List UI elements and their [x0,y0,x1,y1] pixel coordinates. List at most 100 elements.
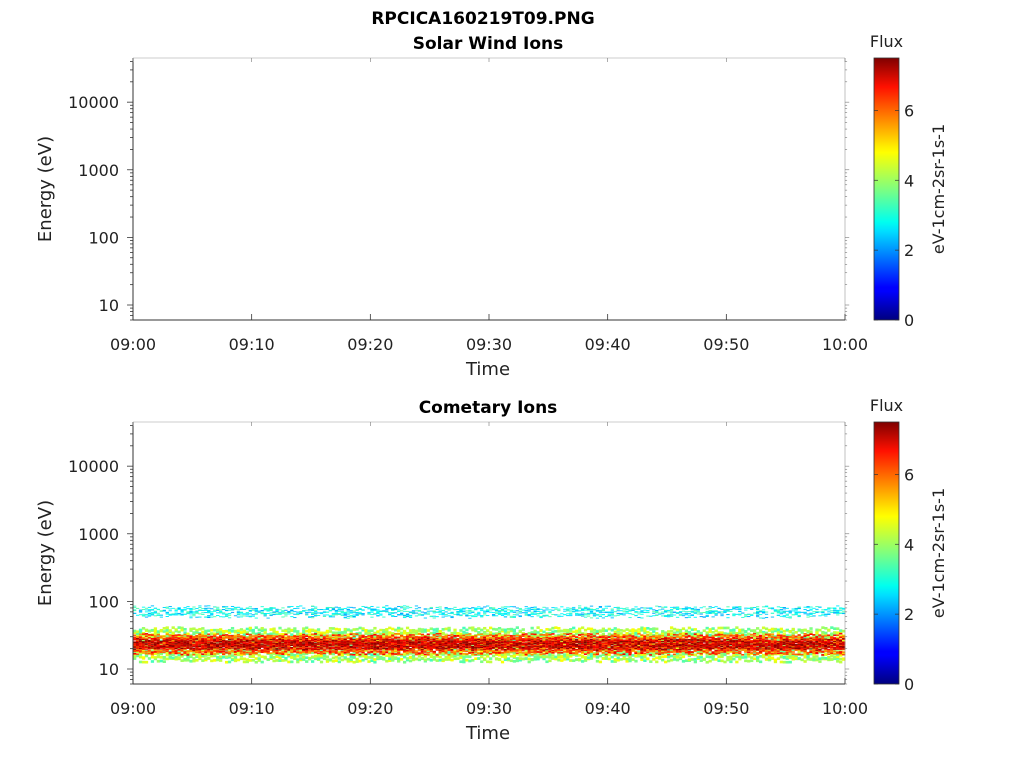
heatmap-cell [414,646,419,648]
heatmap-cell [432,640,436,642]
heatmap-cell [311,636,315,639]
heatmap-cell [219,636,223,639]
heatmap-cell [245,640,249,641]
heatmap-cell [245,615,249,617]
heatmap-cell [135,644,140,646]
heatmap-cell [385,611,389,613]
heatmap-cell [213,635,217,638]
heatmap-cell [391,641,395,643]
heatmap-cell [207,607,211,609]
heatmap-cell [355,642,359,644]
heatmap-cell [325,644,330,646]
heatmap-cell [405,658,410,662]
heatmap-cell [278,641,282,643]
heatmap-cell [195,612,199,614]
heatmap-cell [183,646,187,650]
heatmap-cell [296,634,300,637]
heatmap-cell [376,606,380,608]
heatmap-cell [272,656,276,659]
heatmap-cell [370,616,374,618]
heatmap-cell [204,639,208,641]
heatmap-cell [245,644,249,646]
heatmap-cell [391,643,395,646]
heatmap-cell [144,641,149,643]
heatmap-cell [257,642,261,644]
heatmap-cell [370,648,374,649]
heatmap-cell [438,635,442,639]
heatmap-cell [349,615,353,617]
heatmap-cell [239,611,244,613]
y-tick-label: 10 [99,296,119,315]
heatmap-cell [227,646,232,648]
heatmap-cell [352,610,356,612]
heatmap-cell [171,644,175,646]
heatmap-cell [373,653,377,655]
heatmap-cell [311,646,315,647]
heatmap-cell [331,607,336,609]
heatmap-cell [322,646,327,648]
heatmap-cell [367,629,371,633]
heatmap-cell [402,607,407,609]
heatmap-cell [311,605,315,607]
heatmap-cell [411,642,416,644]
heatmap-cell [364,655,368,659]
heatmap-cell [438,658,442,662]
heatmap-cell [435,629,439,633]
heatmap-cell [174,611,178,613]
heatmap-cell [417,639,422,642]
heatmap-cell [334,637,338,639]
heatmap-cell [379,611,383,613]
heatmap-cell [189,609,193,611]
heatmap-cell [379,644,383,647]
heatmap-cell [269,649,273,651]
heatmap-cell [308,640,312,642]
heatmap-cell [313,651,318,654]
heatmap-cell [135,647,140,649]
heatmap-cell [141,644,146,647]
heatmap-cell [397,657,401,661]
heatmap-cell [426,638,430,640]
heatmap-cell [340,609,344,611]
heatmap-cell [150,641,155,643]
heatmap-cell [331,652,336,655]
heatmap-cell [147,640,152,642]
heatmap-cell [385,635,389,637]
heatmap-cell [242,657,247,661]
heatmap-cell [207,648,211,650]
heatmap-cell [343,647,347,649]
heatmap-cell [394,649,398,652]
heatmap-cell [204,607,208,609]
heatmap-cell [397,659,401,663]
heatmap-cell [316,646,321,648]
heatmap-cell [168,629,172,632]
heatmap-cell [216,641,220,643]
heatmap-cell [290,628,294,632]
heatmap-cell [402,655,407,659]
heatmap-cell [408,646,413,647]
heatmap-cell [239,644,244,646]
heatmap-cell [239,644,244,647]
heatmap-cell [133,657,137,660]
heatmap-cell [331,609,336,611]
heatmap-cell [189,613,193,615]
heatmap-cell [147,652,152,655]
heatmap-cell [248,649,252,651]
heatmap-cell [355,614,359,616]
heatmap-cell [227,652,232,655]
heatmap-cell [370,611,374,613]
heatmap-cell [391,652,395,655]
heatmap-cell [358,641,362,642]
heatmap-cell [311,616,315,618]
heatmap-cell [349,659,353,663]
heatmap-cell [150,605,155,607]
heatmap-cell [278,659,282,662]
heatmap-cell [438,637,442,640]
heatmap-cell [420,634,425,637]
heatmap-cell [290,648,294,650]
heatmap-cell [417,633,422,635]
heatmap-cell [373,642,377,644]
heatmap-cell [284,658,288,662]
heatmap-cell [186,639,190,641]
heatmap-cell [423,639,427,641]
heatmap-cell [236,647,241,649]
